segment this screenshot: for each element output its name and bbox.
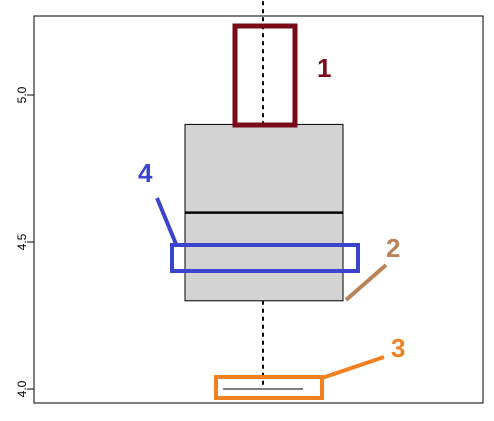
callout-1-label: 1: [317, 53, 331, 83]
callout-2-pointer: [344, 263, 388, 302]
y-tick-label: 4.5: [15, 233, 29, 250]
y-axis-ticks: 4.04.55.05.56.0: [15, 86, 34, 397]
callout-4-pointer: [155, 197, 178, 245]
callout-4-label: 4: [138, 158, 153, 188]
callout-4: 4: [138, 158, 360, 273]
callout-3-label: 3: [391, 333, 405, 363]
callout-3-box: [214, 375, 324, 400]
callout-2-label: 2: [386, 233, 400, 263]
callout-3-pointer: [321, 355, 385, 380]
callout-1: 1: [232, 23, 331, 128]
y-tick-label: 5.0: [15, 86, 29, 103]
callout-3: 3: [214, 333, 405, 400]
callout-4-box: [170, 243, 360, 273]
callout-1-box: [232, 23, 298, 128]
callout-2: 2: [344, 233, 400, 302]
y-tick-label: 4.0: [15, 380, 29, 397]
